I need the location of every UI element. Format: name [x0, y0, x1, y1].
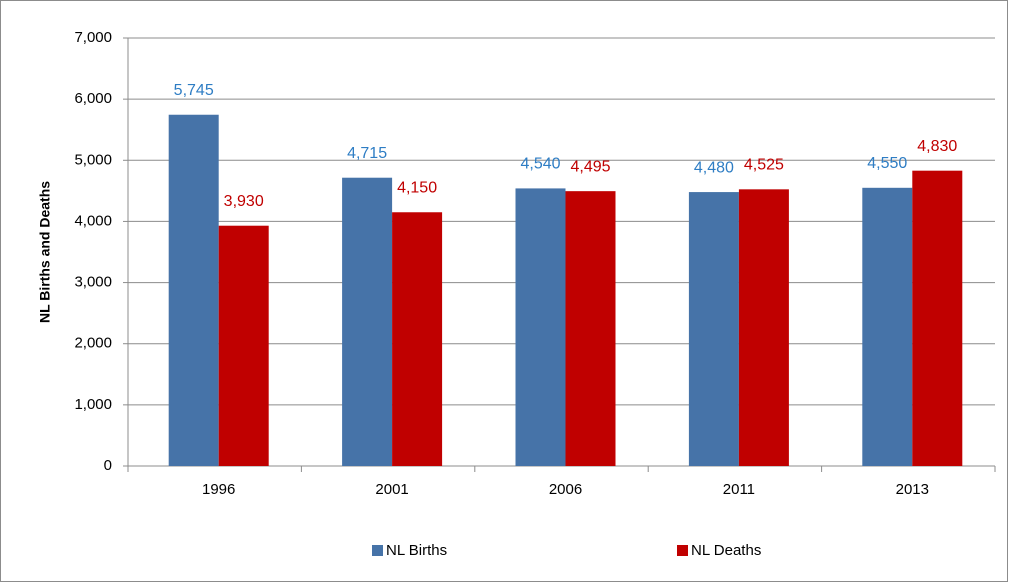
legend-label: NL Deaths [691, 542, 761, 559]
y-tick-label: 7,000 [74, 29, 112, 46]
value-label: 4,525 [744, 157, 784, 174]
bar [738, 189, 789, 467]
legend-swatch [677, 545, 688, 556]
value-label: 4,480 [694, 159, 734, 176]
value-label: 5,745 [174, 82, 214, 99]
bar [515, 188, 566, 466]
x-tick-label: 2013 [896, 481, 929, 498]
value-label: 4,550 [867, 155, 907, 172]
bar [912, 170, 963, 466]
value-label: 4,150 [397, 179, 437, 196]
x-tick-label: 2001 [375, 481, 408, 498]
value-label: 4,830 [917, 138, 957, 155]
y-tick-label: 5,000 [74, 151, 112, 168]
y-tick-label: 1,000 [74, 396, 112, 413]
legend-label: NL Births [386, 542, 447, 559]
bar [168, 114, 219, 466]
y-tick-label: 6,000 [74, 90, 112, 107]
y-tick-label: 3,000 [74, 274, 112, 291]
y-tick-label: 2,000 [74, 335, 112, 352]
value-label: 4,715 [347, 145, 387, 162]
x-tick-label: 2011 [723, 481, 755, 498]
value-label: 4,540 [520, 156, 560, 173]
value-label: 4,495 [570, 158, 610, 175]
y-tick-label: 4,000 [74, 212, 112, 229]
value-label: 3,930 [224, 193, 264, 210]
bar [565, 191, 616, 467]
x-tick-label: 1996 [202, 481, 235, 498]
y-axis-title: NL Births and Deaths [37, 181, 53, 323]
y-tick-label: 0 [104, 457, 112, 474]
legend-swatch [372, 545, 383, 556]
bar [392, 212, 443, 466]
bar [688, 192, 739, 466]
bar [218, 225, 269, 466]
bar [862, 187, 913, 467]
bar [342, 177, 393, 466]
x-tick-label: 2006 [549, 481, 582, 498]
